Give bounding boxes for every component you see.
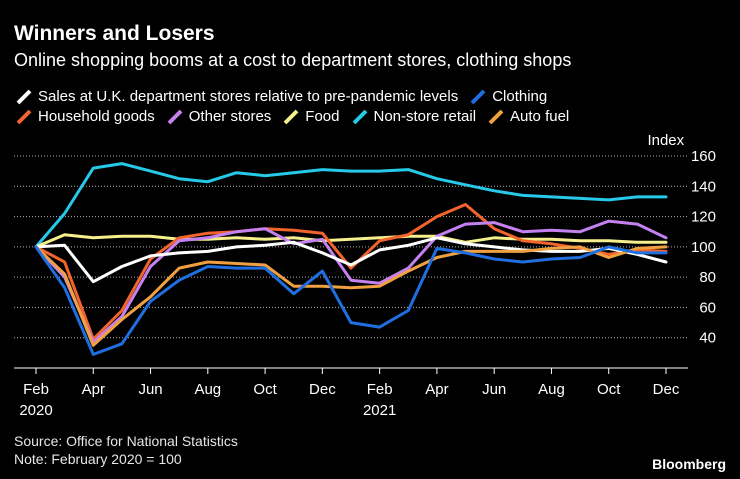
legend-row-1: Sales at U.K. department stores relative… (16, 88, 559, 105)
legend-item-food: Food (283, 108, 340, 125)
legend-swatch-icon (352, 109, 368, 125)
x-tick-label: Feb (23, 381, 49, 398)
legend-item-household-goods: Household goods (16, 108, 155, 125)
x-tick-label: Feb (367, 381, 393, 398)
y-tick-label: 40 (699, 330, 716, 347)
bloomberg-logo: Bloomberg (652, 456, 726, 472)
legend-label: Non-store retail (373, 108, 477, 125)
series-line-non-store-retail (34, 162, 668, 249)
legend-row-2: Household goods Other stores Food Non-st… (16, 108, 581, 125)
legend-swatch-icon (488, 109, 504, 125)
x-tick-label: Dec (653, 381, 680, 398)
legend-swatch-icon (167, 109, 183, 125)
y-axis-label: Index (647, 132, 685, 149)
legend-label: Clothing (492, 88, 548, 105)
x-tick-label: Aug (538, 381, 565, 398)
source-note: Source: Office for National Statistics (14, 433, 238, 449)
legend-item-other-stores: Other stores (167, 108, 272, 125)
x-tick-label: Aug (194, 381, 221, 398)
x-tick-label: Oct (253, 381, 277, 398)
legend-swatch-icon (16, 89, 32, 105)
x-tick-label: Apr (425, 381, 448, 398)
y-tick-label: 160 (691, 148, 716, 165)
x-tick-label: Jun (138, 381, 162, 398)
x-tick-label: Jun (482, 381, 506, 398)
legend-item-auto-fuel: Auto fuel (488, 108, 569, 125)
x-tick-year-label: 2021 (363, 402, 396, 419)
series-line-clothing (34, 245, 668, 356)
series-line-other-stores (34, 219, 668, 344)
y-tick-label: 120 (691, 209, 716, 226)
legend-label: Food (305, 108, 340, 125)
y-tick-label: 80 (699, 269, 716, 286)
x-tick-label: Oct (597, 381, 621, 398)
legend-swatch-icon (16, 109, 32, 125)
legend-label: Sales at U.K. department stores relative… (38, 88, 459, 105)
legend-label: Auto fuel (510, 108, 570, 125)
chart-subtitle: Online shopping booms at a cost to depar… (14, 50, 572, 70)
x-tick-label: Apr (82, 381, 105, 398)
legend-item-clothing: Clothing (470, 88, 547, 105)
y-tick-label: 100 (691, 239, 716, 256)
legend-swatch-icon (283, 109, 299, 125)
y-tick-label: 60 (699, 299, 716, 316)
legend-swatch-icon (470, 89, 486, 105)
x-tick-year-label: 2020 (19, 402, 52, 419)
series-line-household-goods (34, 203, 668, 341)
baseline-note: Note: February 2020 = 100 (14, 451, 182, 467)
legend-label: Household goods (38, 108, 155, 125)
legend-item-department-stores: Sales at U.K. department stores relative… (16, 88, 458, 105)
x-tick-label: Dec (309, 381, 336, 398)
y-tick-label: 140 (691, 178, 716, 195)
y-axis-unit-label: Index (647, 132, 730, 149)
series-line-food (34, 233, 668, 249)
chart-title: Winners and Losers (14, 22, 215, 45)
series-line-sales-at-u-k-department-stores-relative-to-pre-pandemic-levels (34, 236, 668, 284)
series-line-auto-fuel (34, 245, 668, 347)
legend-item-non-store-retail: Non-store retail (352, 108, 477, 125)
legend-label: Other stores (188, 108, 272, 125)
